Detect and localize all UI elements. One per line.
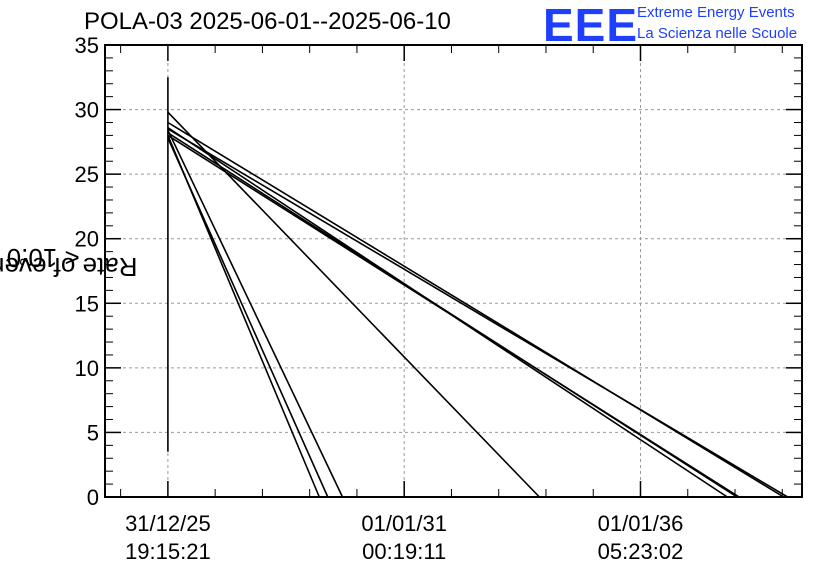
series-group: [167, 77, 789, 498]
y-tick-label: 10: [75, 356, 99, 381]
x-tick-date-label: 31/12/25: [125, 511, 211, 536]
eee-logo: EEE: [543, 0, 639, 51]
series-line: [167, 134, 740, 498]
y-tick-label: 5: [87, 420, 99, 445]
series-line: [167, 111, 540, 498]
axis-tick-labels: 0 5 10 15 20 25 30 35 31/12/25 19:15:21 01/01/31 00…: [75, 33, 684, 564]
org-name-line1: Extreme Energy Events: [637, 4, 795, 21]
chart-title: POLA-03 2025-06-01--2025-06-10: [84, 8, 451, 35]
x-tick-time-label: 00:19:11: [362, 539, 446, 564]
series-line: [167, 129, 344, 498]
y-tick-label: 15: [75, 291, 99, 316]
series-line: [167, 121, 785, 498]
y-tick-label: 20: [75, 227, 99, 252]
y-tick-label: 35: [75, 33, 99, 58]
x-tick-time-label: 19:15:21: [125, 539, 211, 564]
y-tick-label: 25: [75, 162, 99, 187]
plot-frame: [104, 44, 803, 498]
series-line: [167, 137, 329, 498]
axis-ticks: [105, 44, 802, 498]
y-tick-label: 30: [75, 98, 99, 123]
x-tick-time-label: 05:23:02: [598, 539, 684, 564]
org-name-line2: La Scienza nelle Scuole: [637, 25, 798, 42]
series-line: [167, 128, 789, 498]
y-tick-label: 0: [87, 485, 99, 510]
x-tick-date-label: 01/01/36: [598, 511, 684, 536]
x-tick-date-label: 01/01/31: [361, 511, 447, 536]
grid-lines: [105, 45, 802, 497]
